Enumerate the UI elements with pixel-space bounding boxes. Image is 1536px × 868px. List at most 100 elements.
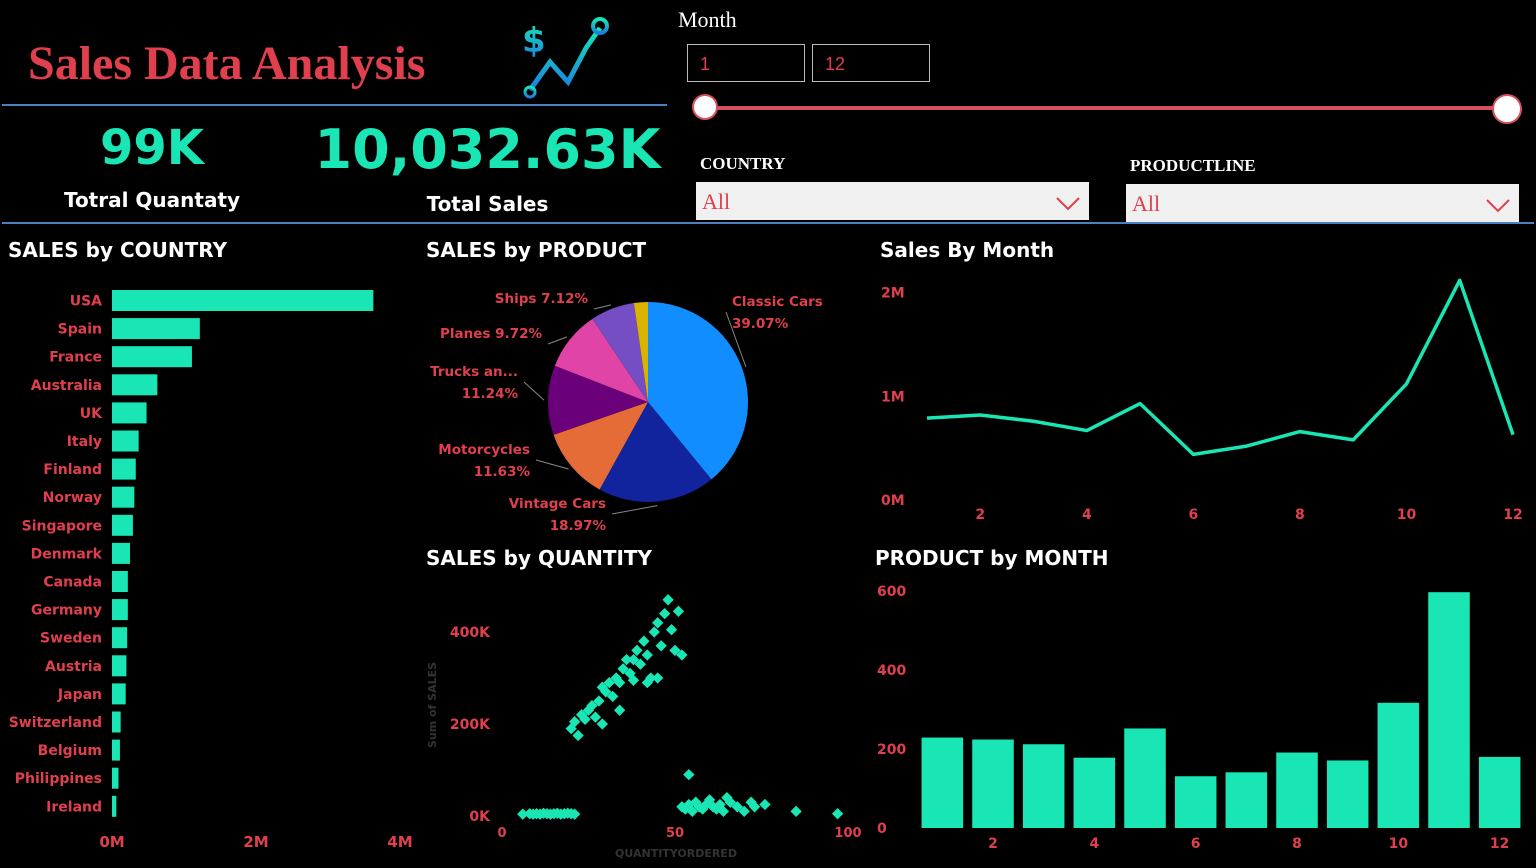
tick-label: 100 <box>834 826 861 841</box>
tick-label: Canada <box>43 575 102 591</box>
chevron-down-icon <box>1485 184 1511 235</box>
scatter-point <box>652 672 664 684</box>
kpi-quantity-card: 99K Totral Quantaty <box>2 110 302 220</box>
month-max-input[interactable]: 12 <box>812 44 930 82</box>
tick-label: 0M <box>99 833 124 851</box>
bar <box>112 739 120 761</box>
chart-title: Sales By Month <box>880 238 1055 262</box>
scatter-point <box>731 801 743 813</box>
productline-filter-label: PRODUCTLINE <box>1130 156 1256 175</box>
tick-label: 12 <box>1503 507 1522 523</box>
data-label: Trucks an... <box>430 364 518 380</box>
scatter-point <box>569 716 581 728</box>
month-slider-max-handle[interactable] <box>1492 94 1522 124</box>
bar <box>1428 592 1470 828</box>
scatter-point <box>638 635 650 647</box>
tick-label: 2 <box>988 836 998 852</box>
kpi-quantity-label: Totral Quantaty <box>63 188 241 212</box>
tick-label: 0M <box>881 493 905 509</box>
scatter-point <box>607 690 619 703</box>
data-label: 11.63% <box>474 464 531 480</box>
data-label: 11.24% <box>462 386 519 402</box>
tick-label: USA <box>70 294 102 310</box>
chart-title: SALES by PRODUCT <box>426 238 647 262</box>
bar <box>112 767 119 789</box>
tick-label: Italy <box>67 434 102 450</box>
filter-panel: Month 1 12 COUNTRY All PRODUCTLINE All <box>672 4 1534 222</box>
pie-slice <box>599 402 712 502</box>
scatter-point <box>613 704 626 716</box>
tick-label: Philippines <box>15 771 102 787</box>
bar <box>112 795 117 817</box>
tick-label: Germany <box>31 603 102 619</box>
pie-slice <box>548 365 648 435</box>
scatter-point <box>634 658 647 670</box>
bar <box>112 486 135 508</box>
scatter-point <box>759 798 771 811</box>
tick-label: 2M <box>881 286 905 302</box>
bar <box>112 571 128 592</box>
scatter-point <box>738 805 750 818</box>
tick-label: 2 <box>975 507 985 523</box>
leader-line <box>725 311 747 368</box>
bar <box>112 430 139 452</box>
scatter-point <box>641 649 653 661</box>
bar <box>112 514 133 536</box>
data-label: Vintage Cars <box>509 496 606 512</box>
tick-label: 8 <box>1292 836 1302 852</box>
tick-label: Norway <box>43 490 102 506</box>
scatter-point <box>658 607 671 620</box>
filter-divider <box>2 222 1534 224</box>
scatter-point <box>593 695 605 707</box>
tick-label: Singapore <box>22 518 102 534</box>
pie-slice <box>592 302 648 402</box>
tick-label: Ireland <box>46 799 102 815</box>
data-label: Motorcycles <box>438 442 530 458</box>
tick-label: 4 <box>1082 507 1092 523</box>
country-dropdown[interactable]: All <box>696 182 1089 220</box>
tick-label: Spain <box>58 322 102 338</box>
scatter-point <box>724 796 737 808</box>
header-divider <box>2 104 667 106</box>
scatter-point <box>613 676 626 689</box>
tick-label: Austria <box>45 659 102 675</box>
bar <box>112 290 374 311</box>
bar <box>1276 752 1318 828</box>
tick-label: France <box>49 350 102 366</box>
country-filter-label: COUNTRY <box>700 154 786 173</box>
tick-label: 1M <box>881 389 905 405</box>
scatter-point <box>662 594 674 606</box>
leader-line <box>523 381 545 401</box>
tick-label: Sweden <box>40 631 102 647</box>
kpi-sales-card: 10,032.63K Total Sales <box>308 110 667 220</box>
country-dropdown-value: All <box>702 189 731 214</box>
tick-label: Switzerland <box>9 715 102 731</box>
productline-dropdown[interactable]: All <box>1126 184 1519 222</box>
tick-label: Denmark <box>31 546 103 562</box>
month-slider-track[interactable] <box>706 106 1508 110</box>
pie-slice <box>554 318 648 402</box>
scatter-point <box>683 768 695 781</box>
scatter-point <box>672 605 685 617</box>
series-line <box>926 278 1515 457</box>
scatter-point <box>790 805 802 818</box>
month-min-input[interactable]: 1 <box>687 44 805 82</box>
tick-label: 6 <box>1188 507 1198 523</box>
header-panel: Sales Data Analysis $ <box>2 4 667 102</box>
tick-label: 10 <box>1397 507 1417 523</box>
tick-label: 600 <box>877 584 906 600</box>
chevron-down-icon <box>1055 182 1081 233</box>
bar <box>112 542 130 564</box>
y-axis-label: Sum of SALES <box>426 662 439 748</box>
scatter-point <box>589 711 602 723</box>
data-label: Classic Cars <box>732 294 823 310</box>
month-slicer-label: Month <box>678 7 737 32</box>
kpi-sales-label: Total Sales <box>426 192 549 216</box>
bar <box>112 402 147 424</box>
scatter-point <box>641 676 653 689</box>
leader-line <box>547 336 568 345</box>
data-label: 18.97% <box>550 518 607 533</box>
month-slider-min-handle[interactable] <box>692 94 718 120</box>
leader-line <box>535 459 569 470</box>
bar <box>112 374 158 396</box>
